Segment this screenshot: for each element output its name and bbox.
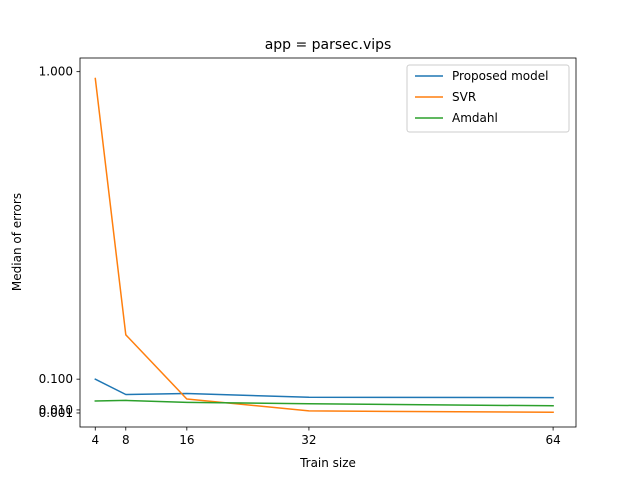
x-tick-label: 16 <box>179 433 194 447</box>
series-layer <box>94 77 554 414</box>
chart-title: app = parsec.vips <box>265 37 392 53</box>
x-tick-label: 32 <box>301 433 316 447</box>
legend: Proposed model SVR Amdahl <box>406 64 570 133</box>
x-tick-label: 64 <box>545 433 560 447</box>
legend-label: Amdahl <box>452 111 498 125</box>
series-line-amdahl <box>94 399 554 407</box>
x-tick-label: 4 <box>91 433 99 447</box>
legend-box <box>406 64 570 133</box>
x-tick-label: 8 <box>122 433 130 447</box>
y-tick-label: 0.001 <box>39 406 73 420</box>
y-axis-label: Median of errors <box>10 193 24 291</box>
series-line-proposed-model <box>94 378 554 399</box>
y-tick-label: 0.100 <box>39 372 73 386</box>
legend-label: Proposed model <box>452 69 548 83</box>
x-axis-label: Train size <box>299 456 356 470</box>
y-tick-label: 1.000 <box>39 65 73 79</box>
axes-frame <box>79 57 577 428</box>
legend-label: SVR <box>452 90 476 104</box>
series-line-svr <box>94 77 554 414</box>
y-tick-label: 0.010 <box>39 403 73 417</box>
